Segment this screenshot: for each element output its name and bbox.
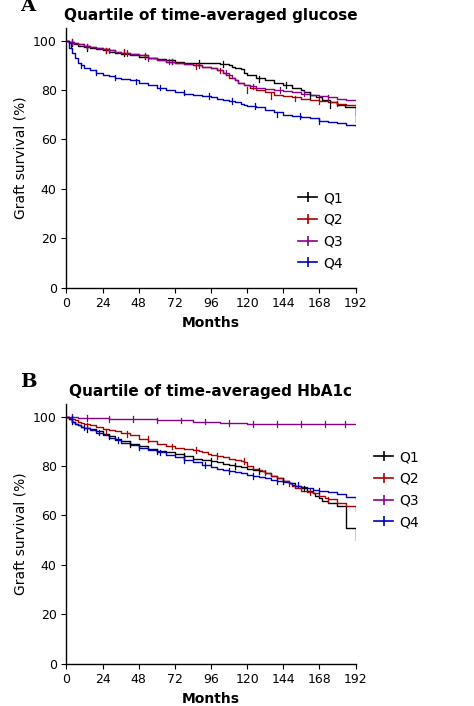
Text: B: B <box>20 373 36 391</box>
Y-axis label: Graft survival (%): Graft survival (%) <box>13 97 27 220</box>
Legend: Q1, Q2, Q3, Q4: Q1, Q2, Q3, Q4 <box>374 450 419 529</box>
Title: Quartile of time-averaged glucose: Quartile of time-averaged glucose <box>64 8 358 23</box>
Text: A: A <box>20 0 35 15</box>
X-axis label: Months: Months <box>182 692 240 706</box>
Y-axis label: Graft survival (%): Graft survival (%) <box>13 472 27 595</box>
X-axis label: Months: Months <box>182 316 240 330</box>
Title: Quartile of time-averaged HbA1c: Quartile of time-averaged HbA1c <box>69 384 353 399</box>
Legend: Q1, Q2, Q3, Q4: Q1, Q2, Q3, Q4 <box>298 191 343 270</box>
